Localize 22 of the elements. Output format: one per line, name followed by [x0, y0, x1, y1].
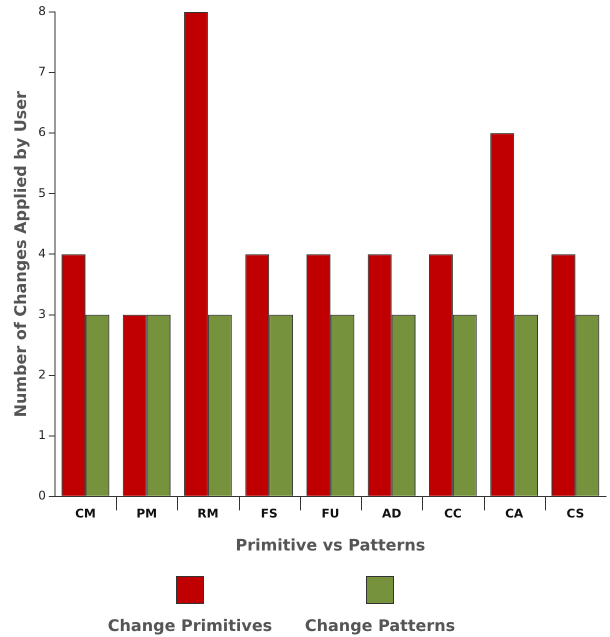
y-axis-title: Number of Changes Applied by User	[10, 90, 30, 418]
x-tick-label: CA	[505, 506, 524, 521]
legend-label: Change Patterns	[304, 616, 456, 635]
x-tick-label: FU	[321, 506, 340, 521]
y-tick-label: 4	[38, 246, 46, 260]
x-tick-label: CM	[75, 506, 96, 521]
x-axis-title: Primitive vs Patterns	[236, 536, 426, 555]
y-tick-label: 6	[38, 125, 46, 140]
x-tick-label: RM	[197, 506, 219, 521]
y-tick-label: 5	[38, 186, 46, 200]
y-tick-label: 8	[38, 4, 46, 18]
y-tick-label: 1	[38, 428, 46, 442]
x-tick-label: AD	[382, 506, 402, 521]
x-tick-label: PM	[136, 506, 158, 521]
x-tick-label: CS	[566, 506, 584, 521]
legend-label: Change Primitives	[106, 616, 274, 635]
y-tick-label: 0	[38, 488, 46, 503]
y-tick-label: 7	[38, 64, 46, 79]
x-tick-label: CC	[444, 506, 462, 521]
x-tick-label: FS	[260, 506, 278, 521]
y-tick-label: 2	[38, 367, 46, 382]
y-tick-label: 3	[38, 306, 46, 321]
